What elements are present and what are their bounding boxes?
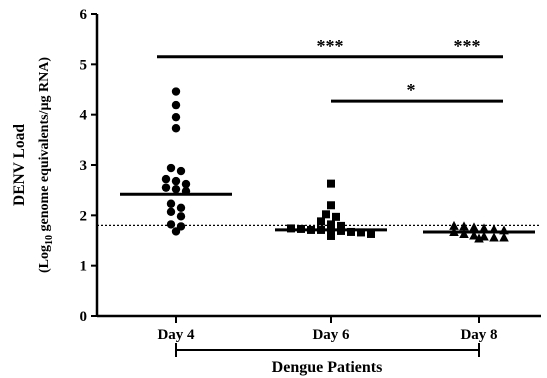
y-tick-label: 0 bbox=[80, 309, 88, 325]
data-point-day6 bbox=[367, 229, 375, 238]
x-tick-label: Day 6 bbox=[312, 327, 350, 343]
data-point-day4 bbox=[161, 183, 171, 192]
axes: 0 1 2 3 4 5 6 Day 4 Day 6 Day 8 bbox=[80, 7, 541, 357]
data-point-day6 bbox=[327, 220, 335, 229]
y-tick-label: 2 bbox=[80, 208, 88, 224]
data-point-day6 bbox=[327, 201, 335, 210]
data-point-day6 bbox=[322, 210, 330, 219]
y-tick-label: 6 bbox=[80, 7, 88, 23]
data-point-day8 bbox=[489, 232, 499, 242]
y-tick-label: 5 bbox=[80, 57, 88, 73]
data-point-day8 bbox=[479, 223, 489, 233]
data-point-day4 bbox=[166, 207, 176, 217]
data-point-day6 bbox=[327, 231, 335, 240]
data-point-day4 bbox=[176, 212, 186, 221]
data-point-day4 bbox=[171, 227, 181, 236]
data-point-day4 bbox=[171, 176, 181, 186]
data-point-day4 bbox=[166, 199, 176, 208]
data-point-day4 bbox=[171, 112, 181, 122]
plot-area: *** **** bbox=[97, 36, 541, 243]
data-point-day8 bbox=[469, 230, 479, 240]
significance-label: *** bbox=[454, 36, 481, 56]
data-point-day4 bbox=[171, 124, 181, 133]
data-point-day4 bbox=[181, 179, 191, 189]
data-point-day4 bbox=[161, 174, 171, 184]
data-point-day4 bbox=[171, 100, 181, 110]
y-tick-label: 3 bbox=[80, 158, 88, 174]
data-point-day8 bbox=[459, 228, 469, 238]
data-point-day8 bbox=[499, 232, 509, 242]
data-point-day4 bbox=[166, 163, 176, 173]
y-axis-label: DENV Load bbox=[11, 124, 28, 206]
data-point-day6 bbox=[347, 227, 355, 236]
data-point-day6 bbox=[317, 217, 325, 226]
data-point-day4 bbox=[166, 220, 176, 229]
data-point-day6 bbox=[287, 224, 295, 233]
data-point-day8 bbox=[469, 222, 479, 232]
x-tick-label: Day 4 bbox=[157, 327, 195, 343]
data-point-day4 bbox=[176, 166, 186, 176]
data-point-day4 bbox=[176, 203, 186, 212]
data-point-day4 bbox=[171, 184, 181, 194]
data-point-day6 bbox=[357, 228, 365, 237]
y-tick-label: 1 bbox=[80, 259, 88, 275]
data-point-day6 bbox=[332, 212, 340, 221]
data-point-day8 bbox=[459, 221, 469, 231]
data-point-day8 bbox=[474, 233, 484, 243]
data-point-day8 bbox=[449, 220, 459, 230]
data-point-day6 bbox=[337, 221, 345, 230]
y-tick-label: 4 bbox=[80, 108, 88, 124]
significance-label: * bbox=[407, 80, 416, 100]
y-axis-label-units: (Log10 genome equivalents/µg RNA) bbox=[37, 57, 55, 273]
data-point-day8 bbox=[479, 231, 489, 241]
x-tick-label: Day 8 bbox=[460, 327, 497, 343]
data-point-day6 bbox=[327, 179, 335, 188]
significance-label: *** bbox=[317, 36, 344, 56]
x-axis-label: Dengue Patients bbox=[272, 359, 383, 376]
data-point-day4 bbox=[171, 87, 181, 96]
